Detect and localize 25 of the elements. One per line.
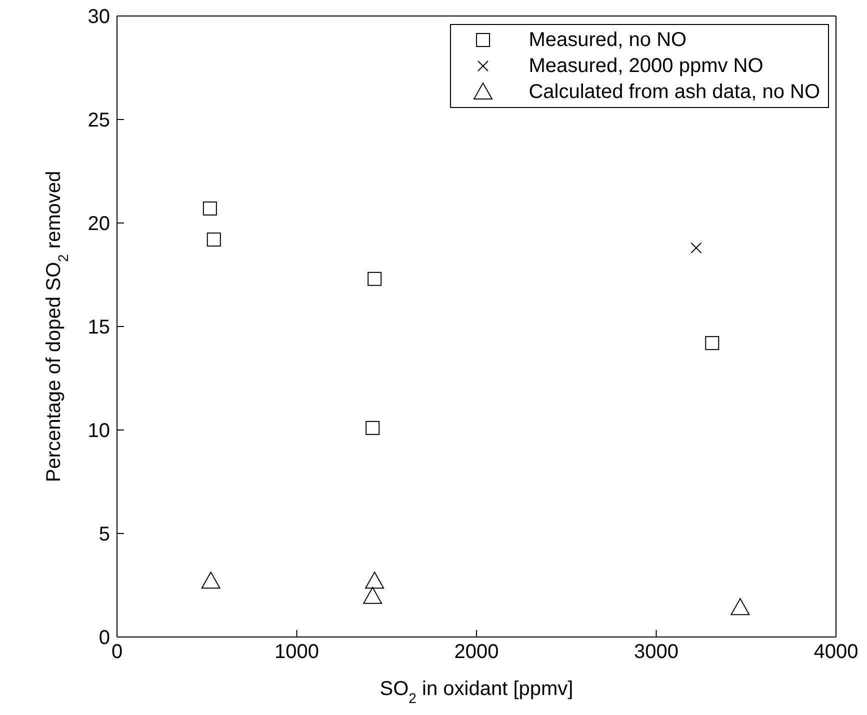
point xyxy=(690,242,702,254)
point xyxy=(366,420,380,435)
y-tick-label: 25 xyxy=(88,110,110,132)
y-tick-label: 5 xyxy=(98,524,110,546)
legend-label: Measured, no NO xyxy=(528,28,687,50)
y-tick-label: 10 xyxy=(88,420,110,442)
point xyxy=(365,572,384,589)
x-tick-label: 1000 xyxy=(274,641,319,664)
y-tick-label: 15 xyxy=(88,316,110,339)
point xyxy=(730,598,750,616)
legend-label: Calculated from ash data, no NO xyxy=(528,80,820,102)
y-tick-label: 20 xyxy=(88,213,110,236)
x-tick-label: 3000 xyxy=(634,641,678,664)
point xyxy=(363,586,382,604)
point xyxy=(202,202,217,216)
point xyxy=(368,272,382,286)
x-tick-label: 4000 xyxy=(814,641,858,664)
y-tick-label: 0 xyxy=(98,627,110,650)
x-tick-label: 2000 xyxy=(454,641,499,664)
y-tick-label: 30 xyxy=(88,6,110,28)
legend-label: Measured, 2000 ppmv NO xyxy=(528,54,764,76)
point xyxy=(206,232,221,247)
point xyxy=(705,336,720,350)
point xyxy=(201,572,220,589)
x-axis-title: SO$_{2}$ in oxidant [ppmv] xyxy=(380,678,574,706)
